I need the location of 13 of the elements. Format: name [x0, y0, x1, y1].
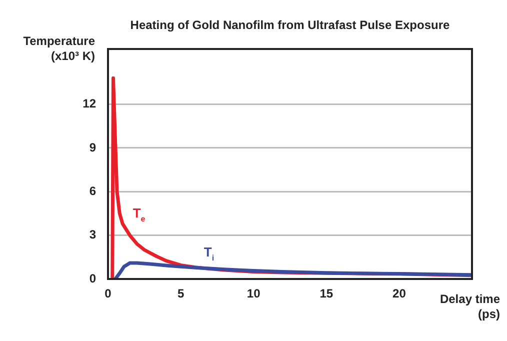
y-tick-label: 3 — [89, 228, 96, 242]
y-tick-label: 0 — [89, 271, 96, 286]
x-tick-label: 10 — [246, 286, 261, 301]
x-tick-label: 20 — [392, 286, 406, 301]
y-axis-title: Temperature (x10³ K) — [22, 34, 95, 64]
x-tick-label: 5 — [177, 286, 184, 301]
y-tick-label: 12 — [82, 96, 96, 111]
chart-title: Heating of Gold Nanofilm from Ultrafast Pulse Exposure — [129, 18, 451, 33]
x-axis-title: Delay time (ps) — [438, 292, 500, 322]
y-tick-label: 9 — [89, 140, 96, 154]
y-tick-label: 6 — [89, 184, 96, 198]
x-tick-label: 0 — [104, 286, 112, 301]
x-tick-label: 15 — [320, 286, 334, 301]
